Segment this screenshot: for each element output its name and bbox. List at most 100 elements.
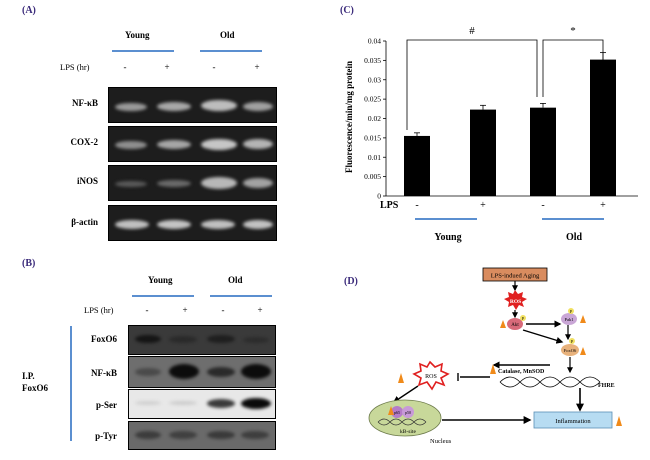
ros-left-text: ROS — [425, 374, 437, 380]
ros-left-burst — [412, 360, 450, 391]
pak-phospho-text: P — [570, 309, 573, 314]
y-tick-label: 0.005 — [364, 172, 381, 181]
y-tick-label: 0.035 — [364, 56, 381, 65]
ros-flame-icon — [398, 373, 404, 383]
panel-b-ip-bracket — [70, 326, 72, 441]
panel-b-label: (B) — [22, 258, 36, 269]
pak-ellipse — [561, 313, 577, 325]
panel-a-young-line — [112, 50, 174, 52]
pak-flame-icon — [580, 315, 586, 323]
young-group-line — [415, 218, 477, 220]
panel-b-old-line — [210, 295, 272, 297]
bar — [590, 59, 616, 196]
blot-a-actin — [108, 205, 277, 241]
ip-label-line1: I.P. — [22, 371, 35, 381]
panel-b-group-old: Old — [228, 275, 243, 285]
star-marker: * — [570, 25, 576, 37]
blot-b-nfkb — [128, 356, 276, 388]
akt-ellipse — [507, 318, 523, 330]
y-tick-label: 0.04 — [368, 37, 381, 46]
foxo6-text: FoxO6 — [564, 348, 577, 353]
dna-helix-nucleus-2 — [377, 418, 427, 426]
nucleus-text: Nucleus — [430, 438, 452, 445]
panel-d-label: (D) — [344, 276, 358, 287]
p65-text: p65 — [394, 410, 400, 415]
fhre-text: FHRE — [598, 383, 615, 389]
catalase-text: Catalase, MnSOD — [498, 369, 545, 375]
panel-b-row-label: p-Ser — [96, 400, 117, 410]
panel-a-lps-label: LPS (hr) — [60, 62, 90, 72]
panel-c-label: (C) — [340, 5, 354, 16]
blot-b-ptyr — [128, 421, 276, 450]
panel-a-lps-sign: - — [123, 62, 127, 72]
blot-a-nfkb — [108, 87, 277, 123]
p50-text: p50 — [405, 410, 411, 415]
panel-b-lps-sign: - — [145, 305, 149, 315]
panel-b-group-young: Young — [148, 275, 173, 285]
bars — [404, 59, 616, 196]
bracket-star — [542, 39, 604, 97]
panel-b-ip-label: I.P. FoxO6 — [22, 370, 48, 394]
lps-aging-text: LPS-indued Aging — [491, 273, 540, 280]
bar — [530, 107, 556, 196]
foxo6-flame-icon — [580, 347, 586, 355]
panel-b-row-label: p-Tyr — [95, 431, 117, 441]
nucleus-ellipse — [368, 399, 442, 437]
group-label-old: Old — [566, 232, 583, 243]
y-tick-label: 0.025 — [364, 95, 381, 104]
nucleus-flame-icon — [388, 406, 394, 415]
panel-b-lps-sign: + — [257, 305, 263, 315]
panel-a-group-young: Young — [125, 30, 150, 40]
panel-a-old-line — [200, 50, 262, 52]
ip-label-line2: FoxO6 — [22, 383, 48, 393]
akt-phospho-text: P — [522, 316, 525, 321]
foxo6-phospho-text: P — [571, 339, 574, 344]
blot-b-pser — [128, 389, 276, 419]
akt-text: Akt — [511, 323, 519, 328]
panel-c-chart: Fluorescence/min/mg protein 0 0.005 0.01 0.… — [344, 25, 638, 243]
error-bars — [414, 52, 606, 136]
kb-site-text: kB-site — [400, 429, 416, 435]
bar — [404, 135, 430, 196]
y-ticks: 0 0.005 0.01 0.015 0.02 0.025 0.03 0.035 0.04 — [364, 37, 386, 201]
lps-sign: + — [480, 200, 486, 211]
pak-phospho — [568, 308, 574, 314]
panel-a-row-label: COX-2 — [70, 137, 99, 147]
panel-a-row-label: NF-κB — [72, 98, 98, 108]
bracket-hash — [406, 39, 538, 130]
panel-a-lps-sign: + — [164, 62, 170, 72]
lps-sign: + — [600, 200, 606, 211]
blot-a-inos — [108, 165, 277, 201]
ros-top-burst — [504, 290, 527, 310]
p50-circle — [402, 406, 414, 418]
bar — [470, 109, 496, 196]
lps-sign: - — [541, 200, 544, 211]
panel-a-label: (A) — [22, 5, 36, 16]
old-group-line — [542, 218, 604, 220]
group-label-young: Young — [434, 232, 461, 243]
arrow-ros-to-nucleus — [392, 385, 419, 403]
panel-d-diagram: LPS-indued Aging ROS Akt P Pak1 P FoxO6 … — [368, 267, 622, 445]
y-axis-label: Fluorescence/min/mg protein — [344, 61, 354, 173]
y-tick-label: 0.01 — [368, 153, 381, 162]
dna-helix-right-2 — [499, 376, 601, 388]
y-tick-label: 0.02 — [368, 114, 381, 123]
y-tick-label: 0.03 — [368, 75, 381, 84]
catalase-flame-icon — [490, 364, 496, 374]
panel-a-lps-sign: + — [254, 62, 260, 72]
panel-b-row-label: FoxO6 — [91, 334, 117, 344]
significance-brackets: # * — [406, 25, 604, 130]
akt-flame-icon — [500, 320, 506, 328]
lps-sign: - — [415, 200, 418, 211]
panel-b-lps-label: LPS (hr) — [84, 305, 114, 315]
panel-a-lps-sign: - — [212, 62, 216, 72]
foxo6-phospho — [569, 338, 575, 344]
panel-b-lps-sign: - — [221, 305, 225, 315]
lps-label: LPS — [380, 200, 399, 211]
inflammation-box — [533, 411, 613, 429]
panel-a-row-label: iNOS — [76, 176, 98, 186]
akt-phospho — [520, 315, 526, 321]
panel-a-group-old: Old — [220, 30, 235, 40]
foxo6-ellipse — [561, 344, 579, 356]
hash-marker: # — [469, 25, 475, 37]
